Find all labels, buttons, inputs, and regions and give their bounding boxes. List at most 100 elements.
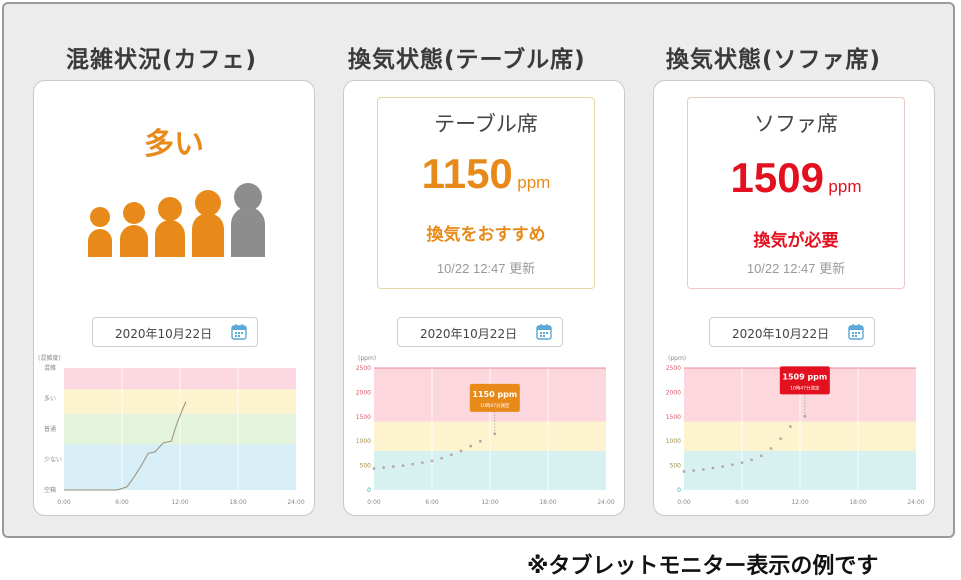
chart-point	[701, 468, 705, 471]
chart-ytick: 多い	[44, 395, 56, 403]
table-co2-chart: (ppm) 0 500 1000 1500 2000 2500 0:00 6:00 12:00 18…	[356, 355, 615, 506]
crowd-card: 多い 2020年10月22日 (混雑度) 空箱 少ない 普通 多い 混雑 0:00 6:00 1…	[33, 80, 315, 516]
panel-title-sofa: 換気状態(ソファ席)	[666, 47, 882, 73]
sofa-advice: 換気が必要	[753, 231, 839, 250]
chart-ytick: 2500	[356, 365, 371, 372]
chart-callout-sub: 10時47分測定	[480, 402, 510, 409]
crowd-chart: (混雑度) 空箱 少ない 普通 多い 混雑 0:00 6:00 12:00 18:00 24:00	[38, 354, 305, 506]
chart-point	[730, 463, 734, 467]
panel-title-cafe: 混雑状況(カフェ)	[66, 47, 258, 73]
footer-note: ※タブレットモニター表示の例です	[527, 554, 879, 579]
sofa-seat-label: ソファ席	[754, 113, 838, 136]
chart-point	[750, 458, 754, 462]
chart-point	[382, 466, 386, 469]
chart-ytick: 普通	[44, 425, 56, 433]
sofa-co2-value: 1509	[730, 154, 824, 201]
chart-xtick: 0:00	[677, 499, 691, 506]
chart-point	[372, 467, 376, 470]
chart-xtick: 6:00	[425, 499, 439, 506]
sofa-reading-box: ソファ席 1509 ppm 換気が必要 10/22 12:47 更新	[687, 97, 905, 289]
chart-xtick: 24:00	[287, 499, 304, 506]
chart-ytick: 0	[677, 487, 681, 494]
table-date-picker[interactable]: 2020年10月22日	[397, 317, 563, 347]
chart-ytick: 2000	[356, 389, 371, 396]
chart-point	[449, 453, 453, 457]
calendar-icon[interactable]	[848, 323, 864, 340]
chart-point	[391, 465, 395, 468]
chart-ytick: 500	[360, 463, 372, 470]
chart-point	[420, 461, 424, 465]
chart-point	[779, 437, 783, 441]
chart-point	[459, 449, 463, 453]
calendar-icon[interactable]	[231, 323, 247, 340]
chart-callout-value: 1509 ppm	[782, 372, 827, 381]
chart-xtick: 18:00	[539, 499, 556, 506]
chart-point	[711, 466, 715, 470]
crowd-date-picker[interactable]: 2020年10月22日	[92, 317, 258, 347]
table-updated: 10/22 12:47 更新	[436, 261, 536, 276]
chart-ylabel: (ppm)	[358, 355, 376, 362]
chart-ytick: 1000	[666, 438, 681, 445]
chart-ytick: 少ない	[44, 457, 62, 464]
sofa-co2-unit: ppm	[828, 177, 862, 196]
panel-title-table: 換気状態(テーブル席)	[348, 47, 586, 73]
table-reading: 1150 ppm	[378, 150, 594, 198]
chart-point	[803, 414, 807, 418]
sofa-updated: 10/22 12:47 更新	[746, 261, 846, 276]
chart-xtick: 0:00	[57, 499, 71, 506]
sofa-card: ソファ席 1509 ppm 換気が必要 10/22 12:47 更新 2020年…	[653, 80, 935, 516]
chart-xtick: 18:00	[849, 499, 866, 506]
chart-xtick: 24:00	[907, 499, 924, 506]
chart-point	[411, 462, 415, 466]
chart-ytick: 0	[367, 487, 371, 494]
chart-ylabel: (混雑度)	[38, 354, 61, 362]
table-card: テーブル席 1150 ppm 換気をおすすめ 10/22 12:47 更新 20…	[343, 80, 625, 516]
sofa-co2-chart: (ppm) 0 500 1000 1500 2000 2500 0:00 6:00 12:00 18…	[666, 355, 925, 506]
chart-xtick: 12:00	[171, 499, 188, 506]
table-co2-value: 1150	[421, 150, 513, 197]
person-icon-1	[88, 207, 112, 257]
sofa-date: 2020年10月22日	[732, 327, 830, 341]
chart-callout-box	[469, 383, 520, 412]
chart-point	[759, 454, 763, 458]
chart-ytick: 混雑	[44, 364, 56, 372]
calendar-icon[interactable]	[536, 323, 552, 340]
chart-xtick: 12:00	[791, 499, 808, 506]
chart-point	[682, 470, 686, 473]
chart-xtick: 12:00	[481, 499, 498, 506]
chart-point	[788, 425, 792, 428]
chart-ytick: 2500	[666, 365, 681, 372]
table-seat-label: テーブル席	[434, 113, 538, 136]
person-icon-3	[155, 197, 185, 257]
table-co2-unit: ppm	[517, 173, 551, 192]
chart-callout-sub: 10時47分測定	[790, 384, 820, 391]
chart-point	[692, 469, 696, 472]
chart-point	[740, 461, 744, 465]
person-icon-5	[231, 183, 265, 257]
sofa-reading: 1509 ppm	[688, 154, 904, 202]
chart-point	[769, 447, 773, 450]
chart-ylabel: (ppm)	[668, 355, 686, 362]
chart-xtick: 18:00	[229, 499, 246, 506]
chart-ytick: 空箱	[44, 486, 56, 494]
table-advice: 換気をおすすめ	[426, 225, 546, 244]
chart-point	[478, 439, 482, 443]
chart-xtick: 6:00	[735, 499, 749, 506]
chart-ytick: 1000	[356, 438, 371, 445]
table-reading-box: テーブル席 1150 ppm 換気をおすすめ 10/22 12:47 更新	[377, 97, 595, 289]
chart-xtick: 24:00	[597, 499, 614, 506]
chart-xtick: 0:00	[367, 499, 381, 506]
person-icon-2	[120, 202, 148, 257]
chart-point	[493, 432, 497, 436]
chart-point	[440, 456, 444, 460]
chart-point	[430, 459, 434, 463]
chart-point	[469, 444, 473, 448]
chart-ytick: 2000	[666, 389, 681, 396]
crowd-date: 2020年10月22日	[115, 327, 213, 341]
sofa-date-picker[interactable]: 2020年10月22日	[709, 317, 875, 347]
chart-callout-value: 1150 ppm	[472, 390, 517, 399]
person-icon-4	[192, 190, 224, 257]
chart-callout-box	[779, 366, 830, 395]
crowd-status: 多い	[144, 128, 204, 161]
chart-ytick: 500	[670, 463, 682, 470]
